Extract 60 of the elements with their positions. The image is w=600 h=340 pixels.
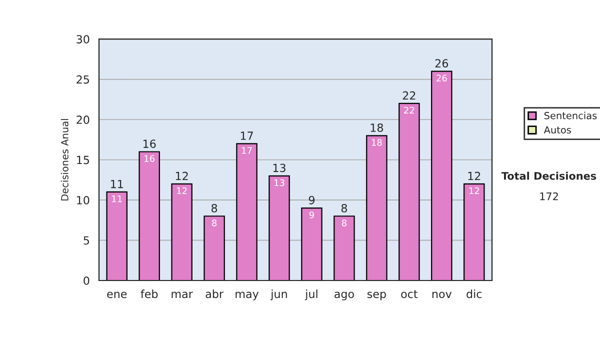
total-label: 8: [341, 204, 347, 212]
data-label: 18: [372, 139, 382, 146]
y-tick-label: 25: [76, 75, 89, 84]
legend-label: Sentencias: [544, 112, 597, 120]
total-label: 11: [111, 180, 123, 188]
x-tick-label: nov: [432, 292, 452, 298]
bar: [236, 143, 258, 280]
total-label: 12: [468, 172, 480, 180]
y-axis-title: Decisiones Anual: [60, 119, 68, 200]
total-label: 26: [435, 59, 448, 68]
data-label: 11: [112, 195, 122, 202]
data-label: 8: [212, 220, 217, 226]
data-label: 12: [469, 187, 479, 194]
y-tick-label: 30: [76, 35, 90, 44]
x-tick-label: sep: [367, 292, 386, 300]
data-label: 9: [309, 211, 314, 218]
data-label: 17: [242, 147, 252, 154]
data-label: 8: [342, 220, 346, 226]
x-tick-label: feb: [140, 290, 158, 298]
y-tick-label: 15: [77, 156, 89, 164]
x-tick-label: may: [236, 292, 259, 300]
y-tick-label: 10: [77, 196, 90, 204]
bar: [301, 208, 322, 280]
total-label: 8: [212, 204, 218, 212]
bar: [398, 102, 420, 280]
y-tick-label: 0: [84, 276, 90, 285]
x-tick-label: ene: [107, 292, 127, 298]
bar: [268, 175, 290, 280]
data-label: 26: [436, 74, 447, 82]
bar: [204, 216, 225, 280]
text: Total Decisiones: [501, 172, 596, 180]
x-tick-label: ago: [334, 292, 354, 300]
bar: [171, 183, 192, 280]
text: 172: [540, 192, 558, 200]
total-label: 16: [143, 140, 156, 148]
bar: [138, 151, 160, 280]
total-label: 22: [402, 91, 416, 100]
x-tick-label: jul: [304, 290, 318, 300]
y-tick-label: 20: [76, 116, 90, 124]
total-label: 17: [240, 132, 253, 140]
x-tick-label: mar: [172, 292, 193, 298]
data-label: 22: [404, 106, 414, 114]
y-tick-label: 5: [84, 236, 89, 245]
bar: [366, 135, 388, 280]
total-label: 18: [370, 123, 384, 132]
total-label: 12: [176, 172, 188, 180]
bar: [464, 183, 485, 280]
bar: [334, 216, 355, 280]
total-label: 13: [273, 164, 286, 172]
data-label: 12: [177, 187, 187, 194]
data-label: 16: [144, 155, 155, 162]
legend-label: Autos: [544, 126, 571, 134]
x-tick-label: dic: [466, 290, 482, 298]
x-tick-label: abr: [206, 290, 224, 298]
data-label: 13: [274, 179, 284, 186]
total-label: 9: [308, 196, 314, 204]
x-tick-label: oct: [401, 290, 418, 298]
bar: [431, 70, 452, 280]
x-tick-label: jun: [270, 290, 287, 300]
bar: [106, 191, 128, 280]
